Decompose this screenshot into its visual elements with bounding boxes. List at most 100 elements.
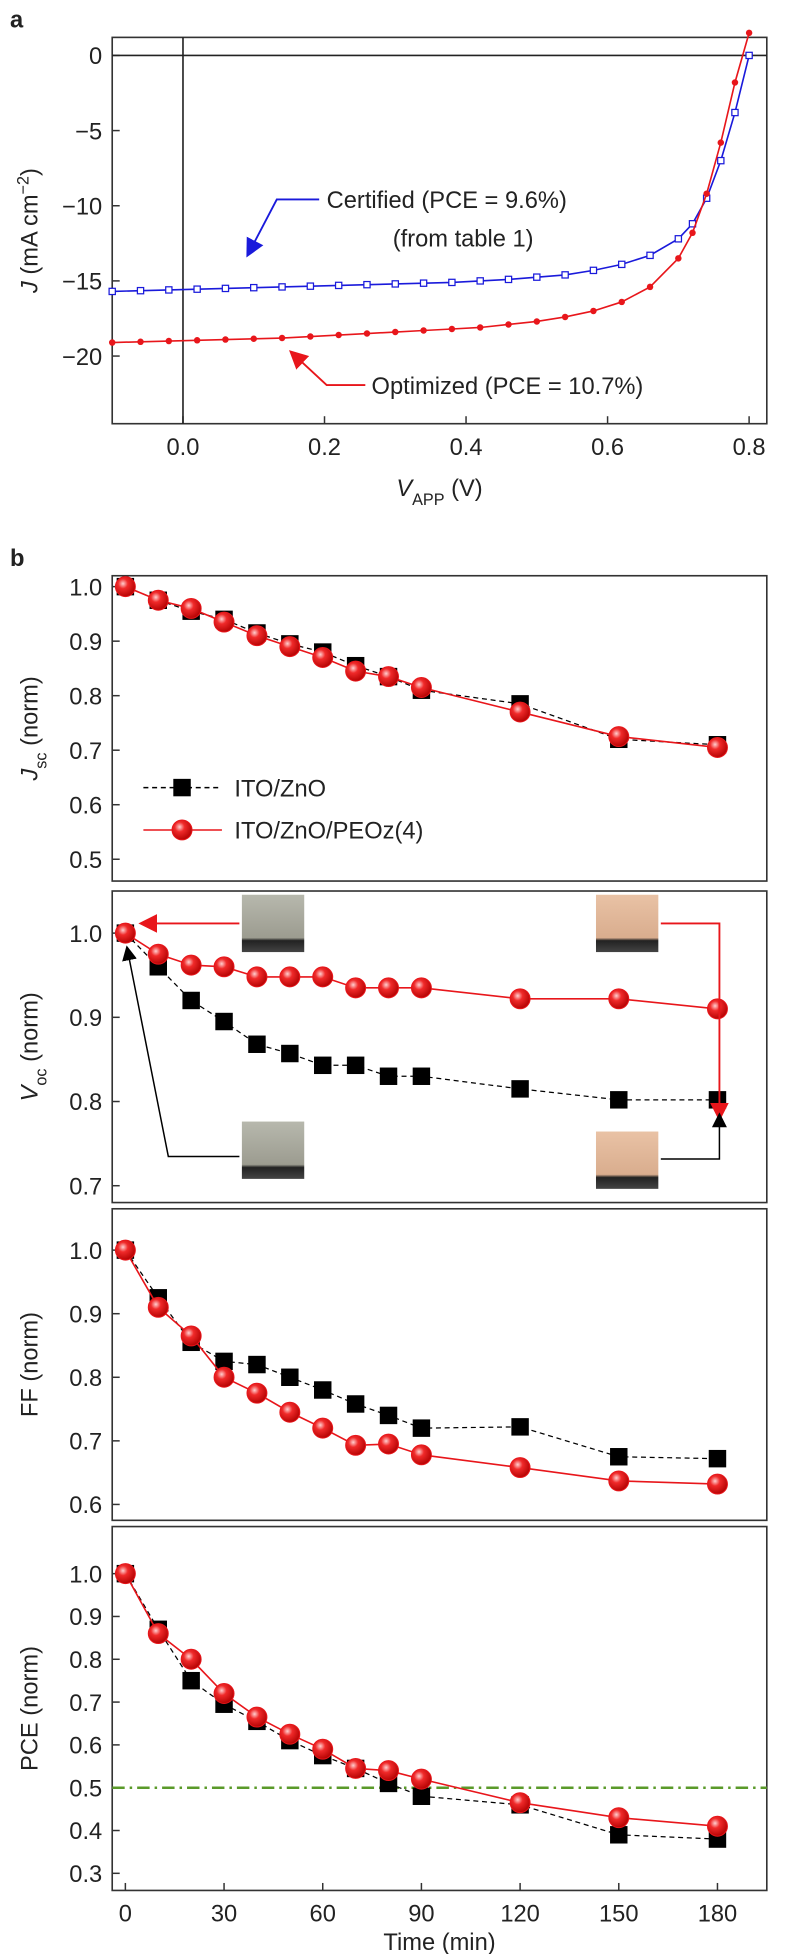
marker xyxy=(412,1067,431,1085)
marker xyxy=(137,338,144,346)
annotation: Optimized (PCE = 10.7%) xyxy=(372,374,644,400)
marker xyxy=(706,1815,728,1837)
marker xyxy=(731,79,739,86)
x-tick-label: 0.8 xyxy=(733,435,766,461)
y-tick-label: −20 xyxy=(62,345,102,371)
x-tick-label: 180 xyxy=(698,1902,738,1928)
marker xyxy=(180,954,202,976)
marker xyxy=(182,1671,200,1690)
marker xyxy=(250,335,257,343)
marker xyxy=(618,298,625,306)
marker xyxy=(314,1381,332,1399)
marker xyxy=(246,966,268,988)
marker xyxy=(246,1382,268,1404)
x-axis-label: Time (min) xyxy=(383,1930,495,1954)
marker xyxy=(306,282,315,290)
plot-frame xyxy=(111,36,768,425)
marker xyxy=(278,283,286,291)
inset-arrow xyxy=(122,945,240,1158)
marker xyxy=(281,1368,299,1386)
marker xyxy=(312,647,334,668)
marker xyxy=(345,1434,367,1456)
marker xyxy=(213,611,235,633)
y-tick-label: 0.5 xyxy=(69,1776,102,1802)
marker xyxy=(706,998,728,1020)
marker xyxy=(674,235,683,243)
marker xyxy=(590,307,597,315)
marker xyxy=(312,966,334,988)
y-axis-label-part: (mA cm xyxy=(17,194,43,281)
marker xyxy=(279,966,301,988)
marker xyxy=(476,277,484,285)
marker xyxy=(246,625,268,647)
y-axis-label-part: ) xyxy=(17,168,43,176)
marker xyxy=(165,286,173,294)
marker xyxy=(345,1757,367,1779)
y-tick-label: 0.3 xyxy=(69,1862,102,1888)
marker xyxy=(114,576,136,598)
y-tick-label: 1.0 xyxy=(69,1562,102,1588)
y-axis-label: PCE (norm) xyxy=(17,1646,43,1771)
marker xyxy=(504,275,513,284)
y-tick-label: 0.9 xyxy=(69,1006,102,1032)
marker xyxy=(213,1683,235,1704)
y-tick-label: 1.0 xyxy=(69,1239,102,1265)
marker xyxy=(334,281,343,290)
y-tick-label: 0 xyxy=(89,44,102,70)
inset-photo xyxy=(241,894,305,953)
marker xyxy=(278,334,286,342)
marker xyxy=(533,273,541,281)
marker xyxy=(312,1738,334,1760)
y-tick-label: 0.8 xyxy=(69,684,102,710)
marker xyxy=(213,1366,235,1388)
marker xyxy=(363,330,371,337)
plot-frame xyxy=(111,890,768,1204)
marker xyxy=(646,283,654,291)
legend-label: ITO/ZnO xyxy=(234,776,326,802)
marker xyxy=(731,108,739,117)
marker xyxy=(610,1826,628,1844)
x-tick-label: 0.4 xyxy=(450,435,483,461)
marker xyxy=(213,956,235,978)
y-axis-label-part: oc xyxy=(32,1068,50,1085)
x-axis-label-part: Time (min) xyxy=(383,1930,495,1954)
marker xyxy=(561,271,569,279)
marker xyxy=(689,229,696,237)
marker xyxy=(511,1418,529,1436)
y-axis-label-part: (norm) xyxy=(17,676,43,752)
y-tick-label: 0.6 xyxy=(69,1493,102,1519)
y-tick-label: 0.6 xyxy=(69,1734,102,1760)
y-tick-label: 0.7 xyxy=(69,739,102,765)
inset-photo xyxy=(595,1131,659,1189)
plot-frame xyxy=(111,574,768,882)
y-axis-label-part: FF (norm) xyxy=(17,1312,43,1417)
marker xyxy=(279,636,301,658)
y-axis-label: FF (norm) xyxy=(17,1312,43,1417)
marker xyxy=(136,286,145,295)
legend-label: ITO/ZnO/PEOz(4) xyxy=(234,819,423,845)
y-axis-label-part: −2 xyxy=(14,176,32,194)
y-axis-label-part: PCE (norm) xyxy=(17,1646,43,1771)
marker xyxy=(509,1457,531,1479)
y-tick-label: 0.7 xyxy=(69,1430,102,1456)
marker xyxy=(335,331,342,339)
x-tick-label: 0.0 xyxy=(167,435,200,461)
marker xyxy=(378,1433,399,1455)
y-tick-label: 0.9 xyxy=(69,1605,102,1631)
marker xyxy=(646,251,654,260)
marker xyxy=(410,1444,432,1466)
marker xyxy=(608,726,630,748)
annotation-arrow xyxy=(246,198,320,258)
marker xyxy=(312,1417,334,1439)
x-tick-label: 30 xyxy=(211,1902,237,1928)
plot-frame xyxy=(111,1207,768,1522)
marker xyxy=(703,190,710,197)
x-axis-label-part: APP xyxy=(412,491,444,509)
y-tick-label: 0.7 xyxy=(69,1174,102,1200)
y-tick-label: −10 xyxy=(62,194,102,220)
y-tick-label: 0.8 xyxy=(69,1366,102,1392)
marker xyxy=(108,287,116,296)
marker xyxy=(307,333,314,340)
